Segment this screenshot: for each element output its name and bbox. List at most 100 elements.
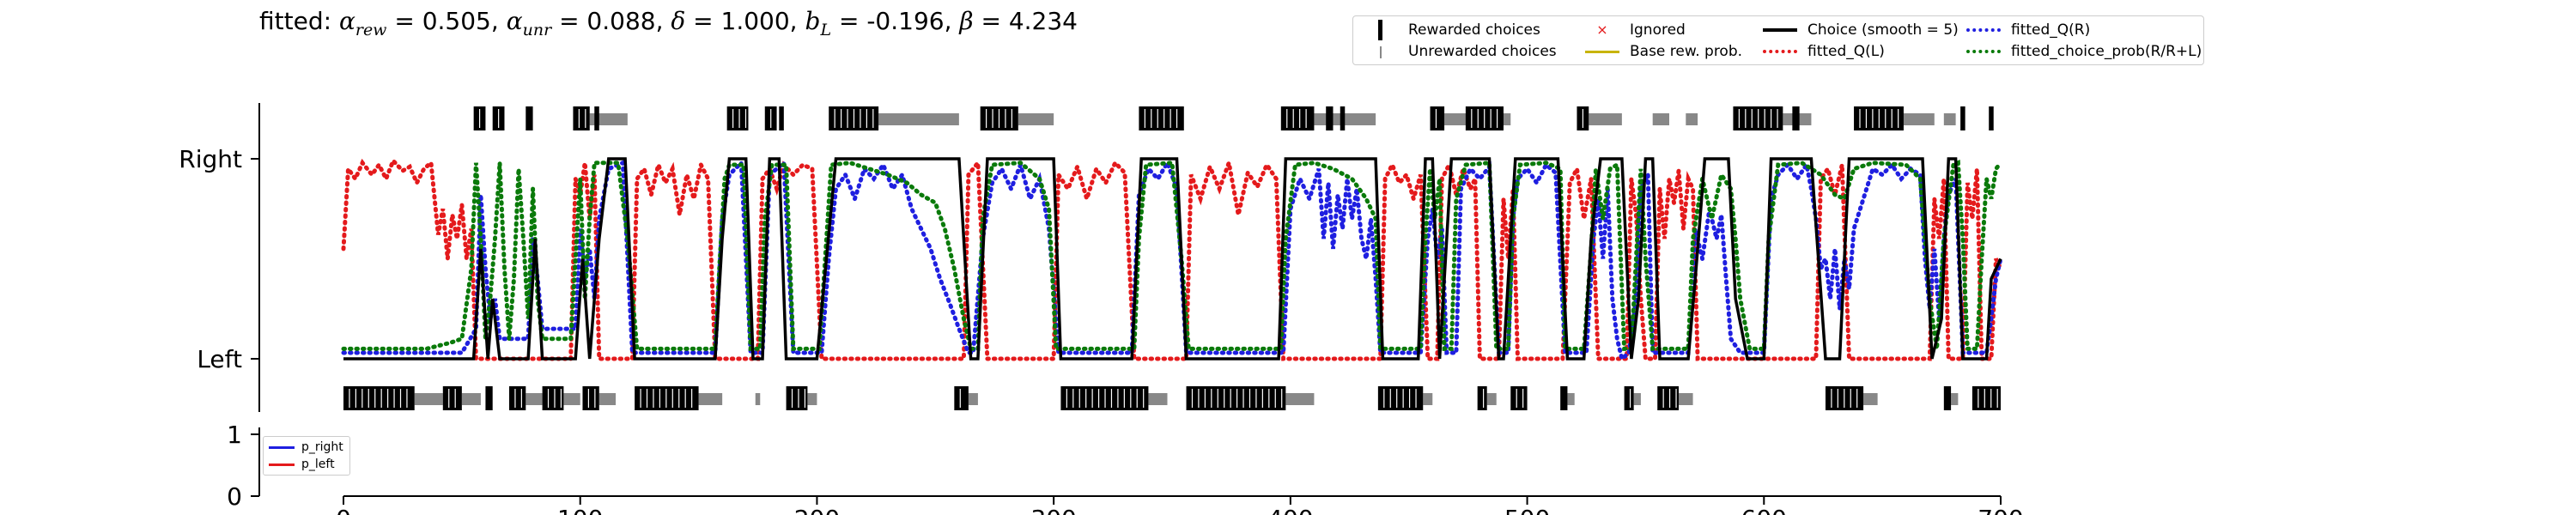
trial-gap-mark [1104,389,1106,408]
trial-gap-mark [1891,109,1893,128]
x-tick-label: 400 [1267,505,1313,515]
title-param-0: αrew = 0.505, [338,7,507,39]
trial-gap-mark [1085,389,1087,408]
trial-gap-mark [1477,109,1479,128]
trial-gap-mark [1261,389,1263,408]
trial-gap-mark [640,389,641,408]
rewarded-left-mark [542,386,564,410]
trial-gap-mark [498,109,500,128]
trial-gap-mark [1669,389,1671,408]
rewarded-left-mark [1186,386,1286,410]
unrewarded-left-mark [563,393,580,405]
series-line-choice [343,157,2002,360]
trial-gap-mark [1191,389,1194,408]
trial-gap-mark [1490,109,1492,128]
trial-gap-mark [1130,389,1132,408]
rewarded-right-mark [573,106,590,130]
trial-gap-mark [1305,109,1307,128]
trial-gap-mark [1831,389,1832,408]
trial-gap-mark [387,389,389,408]
trial-gap-mark [791,389,793,408]
title-param-2: δ = 1.000, [671,7,805,35]
unrewarded-right-mark [1943,113,1956,125]
trial-gap-mark [1242,389,1244,408]
legend-item-base: Base rew. prob. [1583,40,1742,63]
rewarded-left-mark [1971,386,2001,410]
trial-gap-mark [1516,389,1517,408]
rewarded-right-mark [1326,106,1334,130]
trial-gap-mark [547,389,550,408]
trial-gap-mark [1435,109,1437,128]
rewarded-left-mark [1943,386,1952,410]
trial-gap-mark [1389,389,1391,408]
trial-gap-mark [1066,389,1067,408]
trial-gap-mark [847,109,848,128]
trial-gap-mark [1522,389,1524,408]
trial-gap-mark [1497,109,1498,128]
unrewarded-right-mark [1686,113,1698,125]
y-tick-label: Left [197,345,242,373]
rewarded-left-mark [954,386,969,410]
legend-item-prob: fitted_choice_prob(R/R+L) [1965,40,2202,63]
trial-gap-mark [1204,389,1206,408]
trial-gap-mark [1157,109,1158,128]
trial-gap-mark [454,389,456,408]
chart-title: fitted: αrew = 0.505, αunr = 0.088, δ = … [259,7,1078,39]
rewarded-left-mark [442,386,462,410]
trial-gap-mark [361,389,363,408]
unrewarded-left-mark [1679,393,1693,405]
unrewarded-left-mark [755,393,761,405]
trial-gap-mark [671,389,673,408]
trial-gap-mark [1856,389,1858,408]
legend-item-choice: Choice (smooth = 5) [1761,19,1959,41]
title-param-4: β = 4.234 [959,7,1078,35]
trial-gap-mark [1230,389,1231,408]
trial-gap-mark [1211,389,1212,408]
trial-gap-mark [355,389,356,408]
rewarded-right-mark [594,106,599,130]
trial-gap-mark [665,389,667,408]
rewarded-right-mark [526,106,533,130]
rewarded-right-mark [1989,106,1994,130]
legend-item-p-right: p_right [269,439,343,456]
trial-gap-mark [374,389,376,408]
rewarded-left-mark [485,386,493,410]
rewarded-right-mark [1430,106,1445,130]
legend-item-qR: fitted_Q(R) [1965,19,2090,41]
trial-gap-mark [578,109,580,128]
rewarded-left-mark [509,386,526,410]
trial-gap-mark [770,109,772,128]
trial-gap-mark [1123,389,1125,408]
trial-gap-mark [1408,389,1411,408]
trial-gap-mark [1402,389,1404,408]
trial-gap-mark [1396,389,1398,408]
trial-gap-mark [992,109,993,128]
unrewarded-left-mark [968,393,978,405]
trial-gap-mark [1872,109,1874,128]
trial-gap-mark [1675,389,1677,408]
trial-gap-mark [1255,389,1257,408]
rewarded-right-mark [1340,106,1346,130]
trial-gap-mark [1299,109,1301,128]
rewarded-left-mark [1657,386,1680,410]
trial-gap-mark [594,389,596,408]
x-tick-label: 0 [336,505,351,515]
unrewarded-left-mark [1863,393,1878,405]
legend: Rewarded choices Unrewarded choices × Ig… [1352,15,2204,65]
trial-gap-mark [1236,389,1238,408]
trial-gap-mark [1629,389,1631,408]
trial-gap-mark [585,109,586,128]
rewarded-left-mark [1560,386,1568,410]
trial-gap-mark [393,389,395,408]
rewarded-left-mark [1510,386,1528,410]
trial-gap-mark [1383,389,1385,408]
trial-gap-mark [448,389,450,408]
unrewarded-left-mark [807,393,817,405]
rewarded-right-mark [779,106,784,130]
trial-gap-mark [514,389,516,408]
trial-gap-mark [691,389,693,408]
trial-gap-mark [872,109,874,128]
trial-gap-mark [1984,389,1985,408]
rewarded-left-mark [1477,386,1487,410]
